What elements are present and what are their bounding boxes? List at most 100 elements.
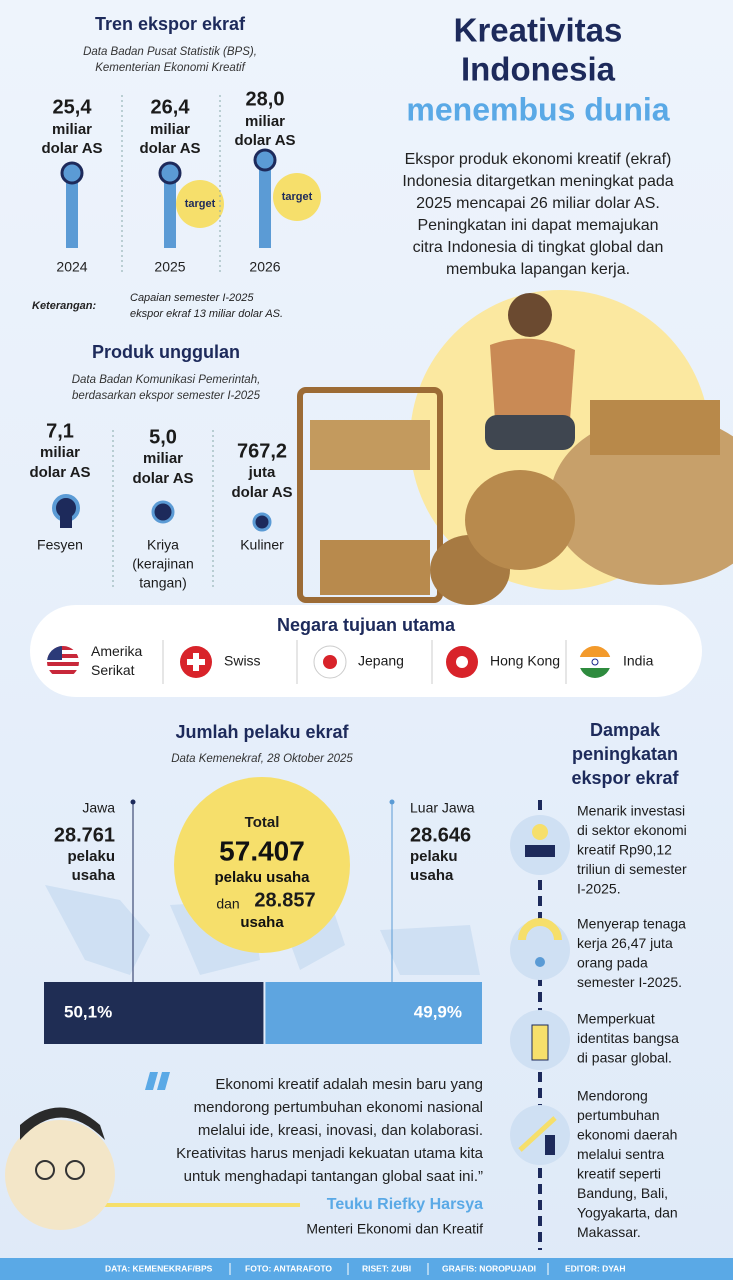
target-tag: target [185,198,216,210]
product-name: Fesyen [37,537,83,553]
trend-unit: miliar [52,121,92,138]
quote-line: untuk menghadapi tantangan global saat i… [184,1168,483,1185]
source: berdasarkan ekspor semester I-2025 [72,390,261,402]
total-label: Total [245,814,280,831]
source: Data Kemenekraf, 28 Oktober 2025 [171,753,353,765]
trend-year: 2024 [56,259,87,275]
product-unit: dolar AS [132,470,193,487]
country-name: Hong Kong [490,653,560,669]
quote-decor [5,1072,300,1230]
intro-line: Ekspor produk ekonomi kreatif (ekraf) [405,151,672,168]
product-name: Kriya [147,537,179,553]
trend-unit: dolar AS [41,140,102,157]
share-bar [265,982,482,1044]
trend-value: 25,4 [53,96,93,118]
quote-line: Kreativitas harus menjadi kekuatan utama… [176,1145,483,1162]
credit: DATA: KEMENEKRAF/BPS [105,1263,213,1273]
country-name: Swiss [224,653,261,669]
intro-line: 2025 mencapai 26 miliar dolar AS. [416,195,660,212]
photo [297,290,733,605]
impact-text: triliun di semester [577,861,687,877]
region-unit: pelaku [410,848,458,865]
trend-unit: dolar AS [234,132,295,149]
region-label: Jawa [82,800,115,816]
credit: EDITOR: DYAH [565,1263,625,1273]
section-title: Tren ekspor ekraf [95,14,246,34]
total-extra-unit: usaha [240,914,284,931]
intro-line: Indonesia ditargetkan meningkat pada [402,173,673,190]
impact-text: Menyerap tenaga [577,916,686,932]
product-unit: dolar AS [231,484,292,501]
product-icons [52,430,272,590]
trend-year: 2025 [154,259,185,275]
impact-text: semester I-2025. [577,974,682,990]
title: Indonesia [461,51,616,88]
impact-text: kreatif seperti [577,1166,661,1182]
trend-value: 28,0 [246,88,285,110]
share-bar [44,982,264,1044]
impact-text: ekonomi daerah [577,1127,677,1143]
note: ekspor ekraf 13 miliar dolar AS. [130,308,283,320]
impact-icons [510,800,570,1250]
product-unit: miliar [143,450,183,467]
product-unit: dolar AS [29,464,90,481]
region-value: 28.761 [54,824,115,846]
share-label: 49,9% [414,1002,462,1021]
product-value: 5,0 [149,426,177,448]
impact-text: Yogyakarta, dan [577,1205,678,1221]
country-name: India [623,653,654,669]
region-unit: usaha [410,867,454,884]
quote-role: Menteri Ekonomi dan Kreatif [306,1221,483,1237]
country-name: Serikat [91,662,135,678]
note-label: Keterangan: [32,300,97,312]
region-label: Luar Jawa [410,800,475,816]
product-unit: juta [248,464,276,481]
product-value: 7,1 [46,420,74,442]
impact-text: Mendorong [577,1088,648,1104]
source: Data Badan Pusat Statistik (BPS), [83,46,257,58]
trend-unit: miliar [150,121,190,138]
intro-line: membuka lapangan kerja. [446,261,630,278]
region-unit: pelaku [67,848,115,865]
section-title: Dampak [590,720,661,740]
section-title: peningkatan [572,744,678,764]
trend-bars [60,95,321,275]
impact-text: Memperkuat [577,1011,655,1027]
total-extra: 28.857 [254,889,315,911]
product-value: 767,2 [237,440,287,462]
quote-line: Ekonomi kreatif adalah mesin baru yang [215,1076,483,1093]
impact-text: di sektor ekonomi [577,822,687,838]
total-unit: pelaku usaha [214,869,310,886]
destinations-panel [30,605,702,697]
product-unit: miliar [40,444,80,461]
target-tag: target [282,191,313,203]
section-title: Jumlah pelaku ekraf [175,722,349,742]
section-title: Negara tujuan utama [277,615,456,635]
impact-text: identitas bangsa [577,1030,679,1046]
impact-text: pertumbuhan [577,1107,660,1123]
share-label: 50,1% [64,1002,112,1021]
quote-line: melalui ide, kreasi, inovasi, dan kolabo… [198,1122,483,1139]
trend-year: 2026 [249,259,280,275]
impact-text: orang pada [577,955,648,971]
title: Kreativitas [454,12,623,49]
section-title: ekspor ekraf [571,768,679,788]
note: Capaian semester I-2025 [130,292,254,304]
impact-text: melalui sentra [577,1146,664,1162]
map [45,777,480,990]
credit: RISET: ZUBI [362,1263,411,1273]
region-value: 28.646 [410,824,471,846]
footer-separators [229,1263,549,1275]
credit: FOTO: ANTARAFOTO [245,1263,332,1273]
impact-text: kreatif Rp90,12 [577,842,672,858]
country-name: Amerika [91,643,143,659]
impact-text: I-2025. [577,881,621,897]
region-unit: usaha [72,867,116,884]
total-conj: dan [216,896,239,912]
product-name: Kuliner [240,537,284,553]
trend-unit: dolar AS [139,140,200,157]
intro-line: citra Indonesia di tingkat global dan [413,239,664,256]
trend-value: 26,4 [151,96,191,118]
